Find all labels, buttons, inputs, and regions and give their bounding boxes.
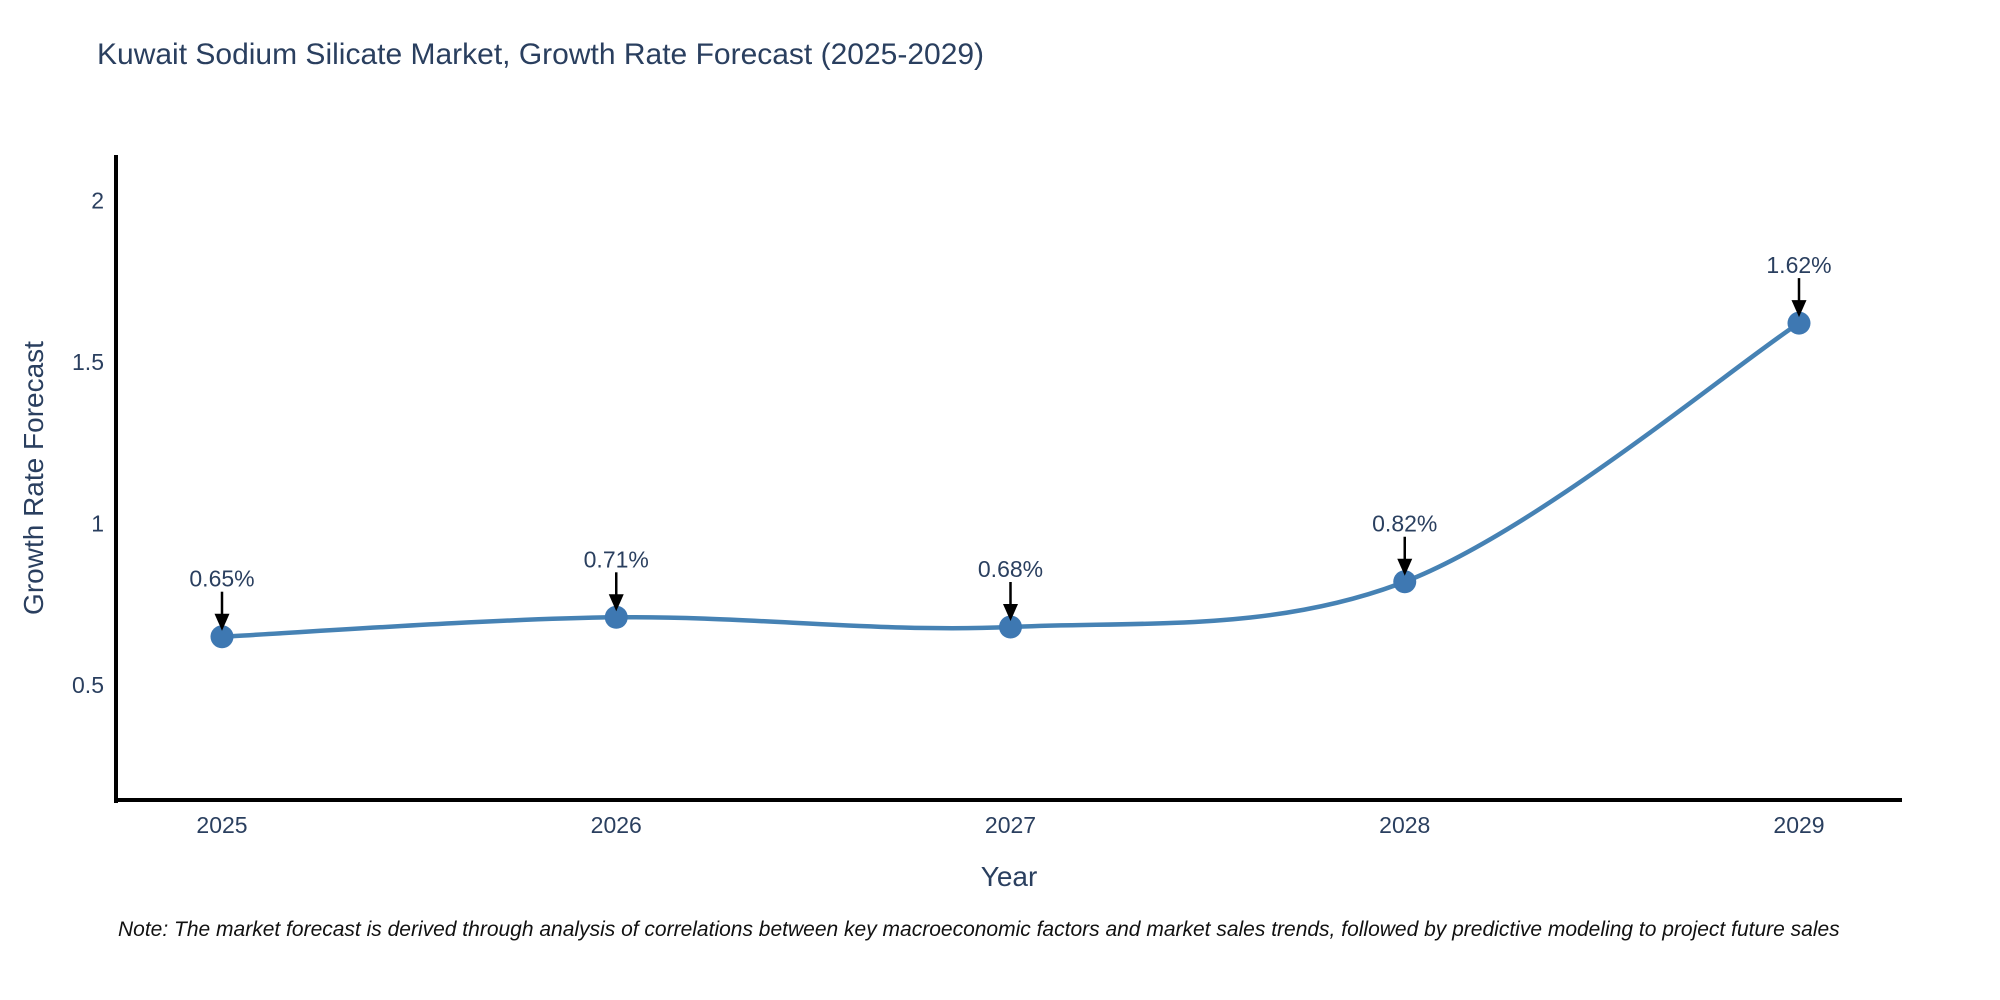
data-point-2029 [1787, 311, 1811, 335]
x-axis-line [114, 798, 1902, 802]
data-point-2026 [604, 605, 628, 629]
y-tick-label-1: 1 [91, 511, 104, 537]
data-point-2027 [999, 615, 1022, 639]
x-axis-title: Year [980, 861, 1038, 892]
annotation-arrowhead-2027 [1003, 604, 1018, 622]
chart-title: Kuwait Sodium Silicate Market, Growth Ra… [97, 38, 985, 71]
annotation-label-2025: 0.65% [189, 566, 254, 592]
annotation-label-2028: 0.82% [1372, 511, 1437, 537]
y-tick-label-2: 2 [91, 187, 104, 213]
y-axis-line [114, 155, 118, 803]
x-tick-label-2025: 2025 [196, 812, 247, 838]
annotation-label-2029: 1.62% [1766, 252, 1831, 278]
footnote: Note: The market forecast is derived thr… [118, 918, 1840, 941]
annotation-label-2026: 0.71% [584, 546, 649, 572]
x-tick-label-2029: 2029 [1773, 812, 1824, 838]
annotation-arrowhead-2028 [1397, 558, 1413, 576]
y-tick-label-0.5: 0.5 [72, 672, 104, 698]
annotation-arrowhead-2025 [214, 613, 230, 631]
x-tick-label-2028: 2028 [1379, 812, 1430, 838]
data-point-2028 [1393, 570, 1417, 594]
annotation-label-2027: 0.68% [978, 556, 1043, 582]
x-tick-label-2026: 2026 [591, 812, 642, 838]
annotation-arrowhead-2026 [608, 594, 624, 612]
y-tick-label-1.5: 1.5 [72, 349, 104, 375]
data-point-2025 [210, 625, 234, 649]
x-tick-label-2027: 2027 [985, 812, 1036, 838]
annotation-arrowhead-2029 [1791, 300, 1807, 318]
